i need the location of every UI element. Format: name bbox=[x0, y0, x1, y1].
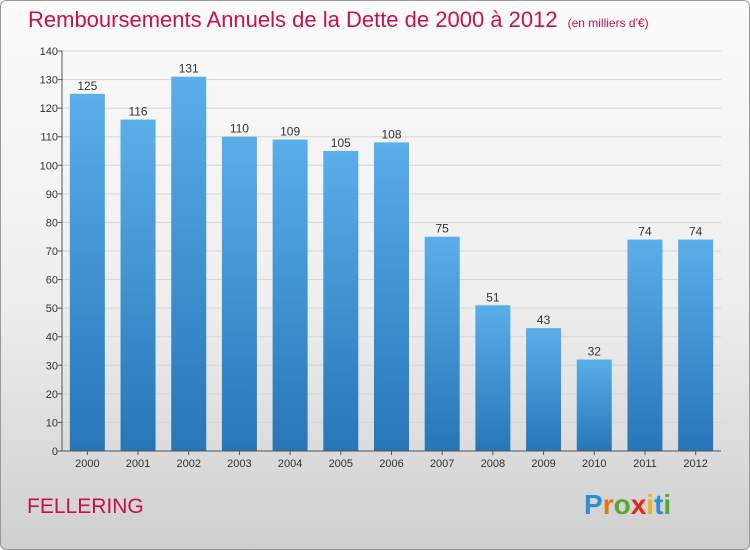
y-tick-label: 130 bbox=[40, 75, 58, 87]
logo-letter: P bbox=[584, 489, 603, 520]
bar-value-label: 105 bbox=[331, 136, 351, 150]
y-tick-label: 20 bbox=[46, 389, 58, 401]
x-tick-label: 2010 bbox=[582, 458, 606, 470]
x-tick-label: 2007 bbox=[430, 458, 454, 470]
bar-value-label: 125 bbox=[77, 79, 97, 93]
commune-name: FELLERING bbox=[27, 495, 144, 518]
bar bbox=[424, 236, 460, 451]
x-axis: 2000 2001 2002 2003 2004 2005 2006 2007 2008 2009… bbox=[62, 450, 721, 470]
bar bbox=[526, 328, 562, 451]
y-tick-label: 90 bbox=[46, 189, 58, 201]
bar bbox=[475, 305, 511, 451]
bar bbox=[171, 76, 207, 451]
y-tick-label: 120 bbox=[40, 103, 58, 115]
bar bbox=[374, 142, 409, 451]
bar-value-label: 43 bbox=[537, 313, 551, 327]
bar-value-label: 109 bbox=[280, 125, 300, 139]
bar bbox=[272, 139, 308, 452]
y-tick-label: 140 bbox=[40, 46, 58, 58]
bar-value-label: 110 bbox=[230, 122, 249, 136]
y-tick-label: 10 bbox=[46, 417, 58, 429]
bar-value-label: 51 bbox=[486, 290, 500, 304]
x-tick-label: 2003 bbox=[227, 458, 251, 470]
chart-title: Remboursements Annuels de la Dette de 20… bbox=[28, 7, 649, 33]
logo-letter: i bbox=[646, 489, 655, 520]
chart-title-text: Remboursements Annuels de la Dette de 20… bbox=[28, 7, 558, 32]
y-tick-label: 70 bbox=[46, 246, 58, 258]
y-tick-label: 100 bbox=[40, 160, 58, 172]
bars: 125 116 131 110 109 105 108 75 51 43 32 74 74 bbox=[69, 62, 714, 452]
x-tick-label: 2012 bbox=[683, 458, 707, 470]
bar-value-label: 108 bbox=[381, 127, 401, 141]
bar bbox=[69, 93, 105, 451]
y-tick-label: 80 bbox=[46, 217, 58, 229]
x-tick-label: 2011 bbox=[633, 458, 657, 470]
bar bbox=[323, 151, 359, 451]
x-tick-label: 2005 bbox=[329, 458, 353, 470]
x-tick-label: 2009 bbox=[531, 458, 555, 470]
bar bbox=[120, 119, 156, 452]
logo-letter: r bbox=[602, 489, 614, 520]
y-tick-label: 40 bbox=[46, 332, 58, 344]
y-axis: 0 10 20 30 40 50 60 70 80 90 100 110 120 130 140 bbox=[40, 46, 63, 458]
logo-letter: t bbox=[654, 489, 664, 520]
y-tick-label: 50 bbox=[46, 303, 58, 315]
x-tick-label: 2008 bbox=[481, 458, 505, 470]
bar-value-label: 74 bbox=[689, 225, 703, 239]
bar-value-label: 131 bbox=[179, 62, 199, 76]
x-tick-label: 2001 bbox=[126, 458, 150, 470]
x-tick-label: 2002 bbox=[176, 458, 200, 470]
y-tick-label: 30 bbox=[46, 360, 58, 372]
bar bbox=[678, 239, 714, 451]
logo-letter: i bbox=[663, 489, 672, 520]
y-tick-label: 0 bbox=[52, 446, 58, 458]
y-tick-label: 110 bbox=[40, 132, 58, 144]
proxiti-logo: Proxiti bbox=[584, 489, 671, 521]
bar-value-label: 116 bbox=[128, 105, 147, 119]
bar-value-label: 32 bbox=[588, 345, 602, 359]
bar bbox=[627, 239, 663, 451]
bar-value-label: 75 bbox=[436, 222, 450, 236]
x-tick-label: 2006 bbox=[379, 458, 403, 470]
y-tick-label: 60 bbox=[46, 275, 58, 287]
logo-letter: o bbox=[613, 489, 631, 520]
chart-unit: (en milliers d'€) bbox=[567, 16, 649, 30]
x-tick-label: 2004 bbox=[278, 458, 302, 470]
bar bbox=[221, 136, 257, 451]
x-tick-label: 2000 bbox=[75, 458, 99, 470]
bar-value-label: 74 bbox=[638, 225, 652, 239]
logo-letter: x bbox=[630, 489, 647, 520]
bar bbox=[576, 359, 612, 451]
